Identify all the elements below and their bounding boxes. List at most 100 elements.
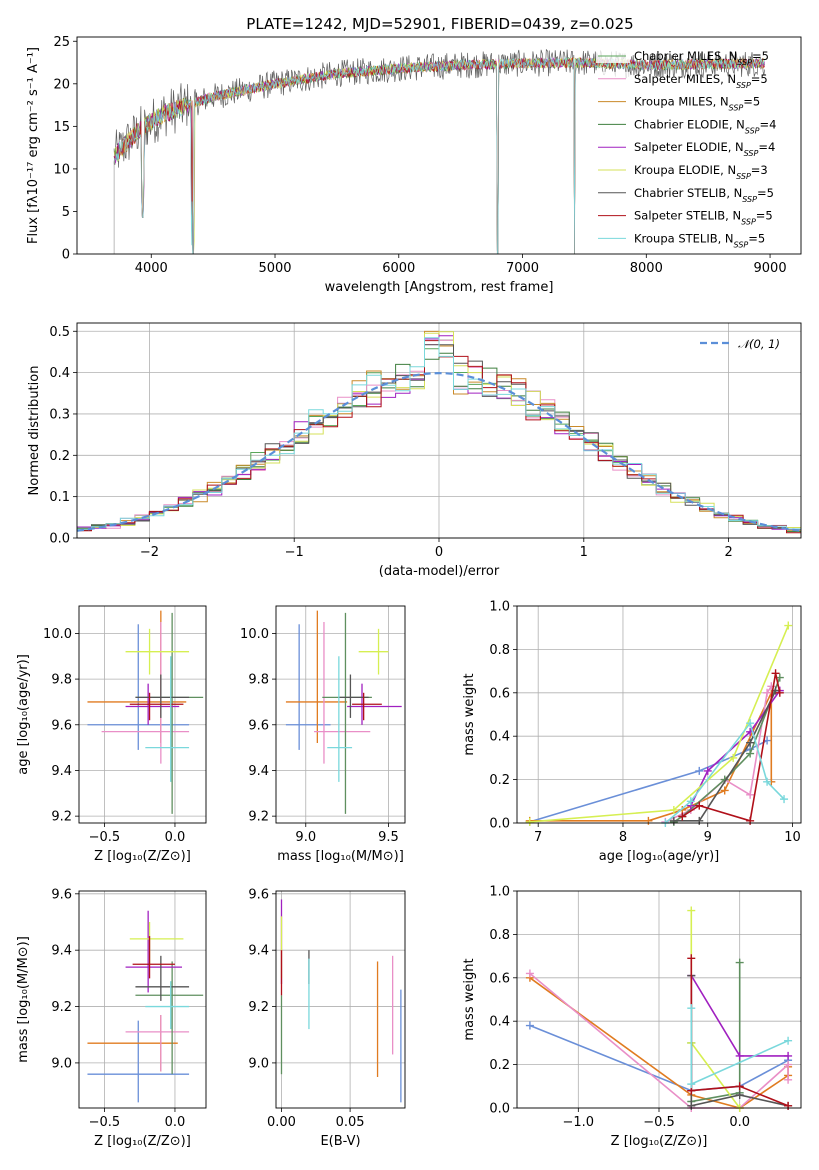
- y-tick-label: 0.3: [49, 407, 70, 422]
- y-tick-label: 0.6: [489, 686, 510, 701]
- spectrum-series-kroupa-elodie: [113, 56, 765, 254]
- residuals-axes: −2 −1 0 1 2 0.0 0.1 0.2 0.3 0.4 0.5 (data-model)/er…: [27, 323, 801, 579]
- x-tick-label: 9.0: [295, 830, 316, 845]
- weight-marker: [669, 805, 678, 814]
- weight-marker: [735, 1082, 744, 1091]
- weight-marker: [687, 1101, 696, 1110]
- weight-marker: [695, 766, 704, 775]
- y-tick-label: 10.0: [240, 627, 269, 642]
- histogram-legend: 𝒩(0, 1): [700, 337, 780, 351]
- y-axis-label: age [log₁₀(age/yr)]: [16, 654, 31, 775]
- y-tick-label: 0: [62, 248, 70, 263]
- axes-frame: [516, 890, 802, 1109]
- weight-series-line: [664, 721, 785, 824]
- y-tick-label: 0.2: [489, 1058, 510, 1073]
- Z_vs_age-axes: −0.5 0.0 9.2 9.4 9.6 9.8 10.0 Z [log₁₀(Z/Z⊙)] ag…: [16, 606, 206, 864]
- y-tick-label: 9.8: [51, 673, 72, 688]
- legend-label: Salpeter MILES, NSSP=5: [634, 72, 768, 90]
- legend-subscript: SSP: [741, 217, 756, 226]
- histogram-kroupa-stelib: [77, 337, 801, 530]
- weight-marker: [784, 1051, 793, 1060]
- spectrum-series-kroupa-stelib: [113, 56, 765, 254]
- y-tick-label: 9.2: [248, 1000, 269, 1015]
- weight-series-line: [690, 910, 741, 1109]
- weight-marker: [746, 719, 755, 728]
- y-tick-label: 1.0: [489, 600, 510, 615]
- x-axis-label: (data-model)/error: [379, 564, 500, 579]
- weight-marker: [687, 954, 696, 963]
- weight-marker: [746, 749, 755, 758]
- y-tick-label: 10.0: [43, 627, 72, 642]
- legend-label: Salpeter ELODIE, NSSP=4: [634, 140, 775, 158]
- y-tick-label: 9.2: [248, 810, 269, 825]
- x-tick-label: −1.0: [563, 1115, 595, 1130]
- y-tick-label: 9.8: [248, 673, 269, 688]
- weight-marker: [703, 766, 712, 775]
- y-tick-label: 0.1: [49, 490, 70, 505]
- weight-marker: [784, 621, 793, 630]
- legend-label: 𝒩(0, 1): [738, 337, 780, 351]
- y-axis-label: Normed distribution: [27, 366, 42, 496]
- x-tick-label: 1: [580, 545, 588, 560]
- y-tick-label: 15: [53, 120, 70, 135]
- axes-frame: [275, 605, 406, 824]
- y-tick-label: 9.0: [51, 1056, 72, 1071]
- legend-subscript: SSP: [734, 240, 749, 249]
- x-tick-label: 2: [724, 545, 732, 560]
- axes-frame: [78, 605, 207, 824]
- y-tick-label: 0.0: [49, 532, 70, 547]
- y-tick-label: 0.4: [489, 730, 510, 745]
- x-tick-label: 0: [435, 545, 443, 560]
- age_vs_weight-axes: 7 8 9 10 0.0 0.2 0.4 0.6 0.8 1.0 age [log₁₀(age/yr…: [462, 600, 801, 864]
- ebv_vs_mass-axes: 0.00 0.05 9.0 9.2 9.4 9.6 E(B-V): [248, 887, 405, 1149]
- x-axis-label: Z [log₁₀(Z/Z⊙)]: [94, 849, 191, 864]
- y-tick-label: 9.6: [248, 887, 269, 902]
- legend-subscript: SSP: [744, 149, 759, 158]
- y-tick-label: 0.2: [49, 449, 70, 464]
- weight-marker: [746, 816, 755, 825]
- y-tick-label: 9.4: [248, 944, 269, 959]
- weight-series-line: [673, 690, 777, 822]
- y-tick-label: 20: [53, 77, 70, 92]
- weight-marker: [687, 1080, 696, 1089]
- weight-marker: [784, 1036, 793, 1045]
- x-tick-label: 0.05: [336, 1115, 365, 1130]
- x-tick-label: 8000: [630, 261, 663, 276]
- x-tick-label: 7: [534, 830, 542, 845]
- x-tick-label: 6000: [382, 261, 415, 276]
- y-tick-label: 0.4: [489, 1015, 510, 1030]
- y-tick-label: 9.2: [51, 810, 72, 825]
- spectrum-lines: [113, 48, 765, 254]
- y-axis-label: mass [log₁₀(M/M⊙)]: [16, 936, 31, 1063]
- y-tick-label: 0.8: [489, 643, 510, 658]
- spectrum-series-chabrier-elodie: [113, 57, 765, 254]
- y-tick-label: 0.0: [489, 1102, 510, 1117]
- weight-marker: [687, 906, 696, 915]
- weight-marker: [695, 816, 704, 825]
- y-tick-label: 0.8: [489, 928, 510, 943]
- weight-marker: [525, 969, 534, 978]
- x-tick-label: 9: [704, 830, 712, 845]
- axes-frame: [275, 890, 406, 1109]
- axes-frame: [76, 36, 802, 255]
- weight-series-line: [673, 677, 781, 823]
- y-tick-label: 0.5: [49, 325, 70, 340]
- legend-label: Kroupa STELIB, NSSP=5: [634, 231, 765, 249]
- Z_vs_weight-axes: −1.0 −0.5 0.0 0.0 0.2 0.4 0.6 0.8 1.0 Z [log₁₀(Z/…: [462, 885, 801, 1149]
- weight-marker: [678, 812, 687, 821]
- legend-subscript: SSP: [737, 58, 752, 67]
- x-tick-label: 7000: [506, 261, 539, 276]
- y-tick-label: 25: [53, 35, 70, 50]
- x-axis-label: mass [log₁₀(M/M⊙)]: [277, 849, 404, 864]
- x-tick-label: 0.0: [165, 1115, 186, 1130]
- spectrum-legend: Chabrier MILES, NSSP=5 Salpeter MILES, NS…: [596, 49, 776, 249]
- histogram-kroupa-elodie: [77, 331, 801, 531]
- spectrum-series-kroupa-miles: [113, 57, 765, 254]
- weight-marker: [525, 817, 534, 826]
- legend-subscript: SSP: [736, 172, 751, 181]
- legend-label: Kroupa MILES, NSSP=5: [634, 95, 760, 113]
- weight-marker: [735, 958, 744, 967]
- x-tick-label: 10: [784, 830, 801, 845]
- legend-label: Chabrier MILES, NSSP=5: [634, 49, 769, 67]
- mass_vs_age-axes: 9.0 9.5 9.2 9.4 9.6 9.8 10.0 mass [log₁₀(M/M⊙)]: [240, 606, 405, 864]
